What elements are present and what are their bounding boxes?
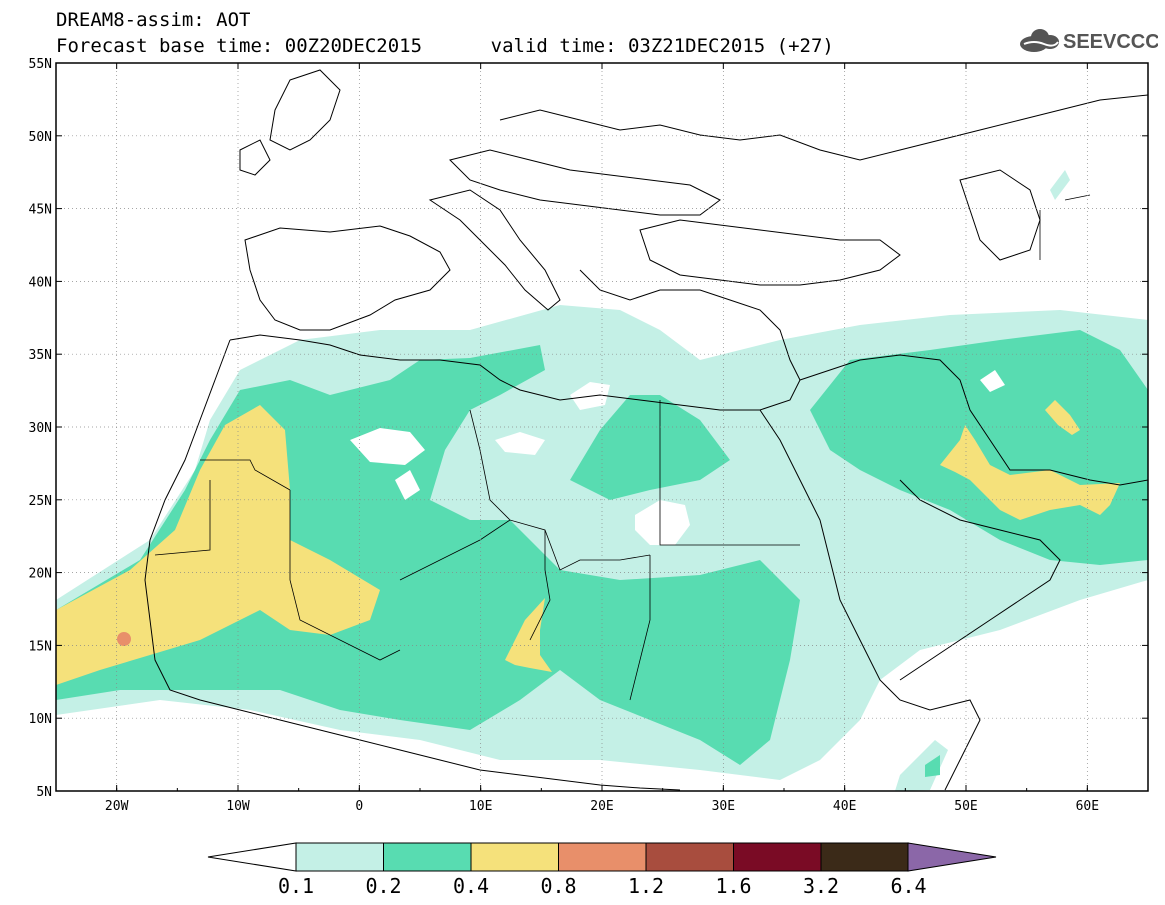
- longitude-labels: 20W 10W 0 10E 20E 30E 40E 50E 60E: [55, 63, 1149, 814]
- lat-label: 5N: [36, 785, 52, 800]
- lon-label: 0: [355, 799, 363, 814]
- colorbar-swatch: [383, 842, 472, 872]
- lat-label: 50N: [29, 130, 52, 145]
- colorbar-swatch: [470, 842, 559, 872]
- colorbar-label: 1.2: [628, 874, 664, 898]
- colorbar-label: 0.2: [365, 874, 401, 898]
- colorbar-swatch: [820, 842, 909, 872]
- lon-label: 30E: [712, 799, 735, 814]
- colorbar-swatch: [645, 842, 734, 872]
- colorbar-low-arrow: [207, 842, 297, 872]
- lon-label: 40E: [833, 799, 856, 814]
- colorbar-high-arrow: [907, 842, 997, 872]
- coastlines: [144, 69, 1148, 791]
- lat-label: 45N: [29, 203, 52, 218]
- lat-label: 55N: [29, 57, 52, 72]
- lon-label: 20W: [105, 799, 129, 814]
- colorbar-swatch: [733, 842, 822, 872]
- seevccc-logo: SEEVCCC: [1020, 29, 1158, 53]
- lon-label: 10W: [226, 799, 250, 814]
- lat-label: 40N: [29, 275, 52, 290]
- colorbar-swatch: [295, 842, 384, 872]
- aot-band-0.8: [117, 632, 131, 646]
- colorbar: 0.1 0.2 0.4 0.8 1.2 1.6 3.2 6.4: [207, 842, 997, 898]
- country-borders: [154, 194, 1091, 701]
- lat-label: 10N: [29, 712, 52, 727]
- colorbar-label: 6.4: [890, 874, 926, 898]
- lat-label: 20N: [29, 567, 52, 582]
- lon-label: 20E: [590, 799, 613, 814]
- aot-clear-areas: [350, 370, 1005, 545]
- lat-label: 15N: [29, 639, 52, 654]
- colorbar-label: 0.4: [453, 874, 489, 898]
- lat-label: 35N: [29, 348, 52, 363]
- lat-label: 25N: [29, 494, 52, 509]
- title-line-2: Forecast base time: 00Z20DEC2015 valid t…: [56, 35, 834, 57]
- colorbar-label: 1.6: [715, 874, 751, 898]
- colorbar-swatch: [558, 842, 647, 872]
- lat-label: 30N: [29, 421, 52, 436]
- lon-label: 50E: [954, 799, 977, 814]
- latitude-labels: 55N 50N 45N 40N 35N 30N 25N 20N 15N 10N 5N: [29, 57, 1148, 800]
- gridlines: [56, 63, 1148, 791]
- colorbar-label: 0.8: [540, 874, 576, 898]
- lon-label: 10E: [469, 799, 492, 814]
- lon-label: 60E: [1076, 799, 1099, 814]
- title-line-1: DREAM8-assim: AOT: [56, 9, 251, 31]
- colorbar-label: 3.2: [803, 874, 839, 898]
- colorbar-label: 0.1: [278, 874, 314, 898]
- logo-text: SEEVCCC: [1063, 31, 1158, 53]
